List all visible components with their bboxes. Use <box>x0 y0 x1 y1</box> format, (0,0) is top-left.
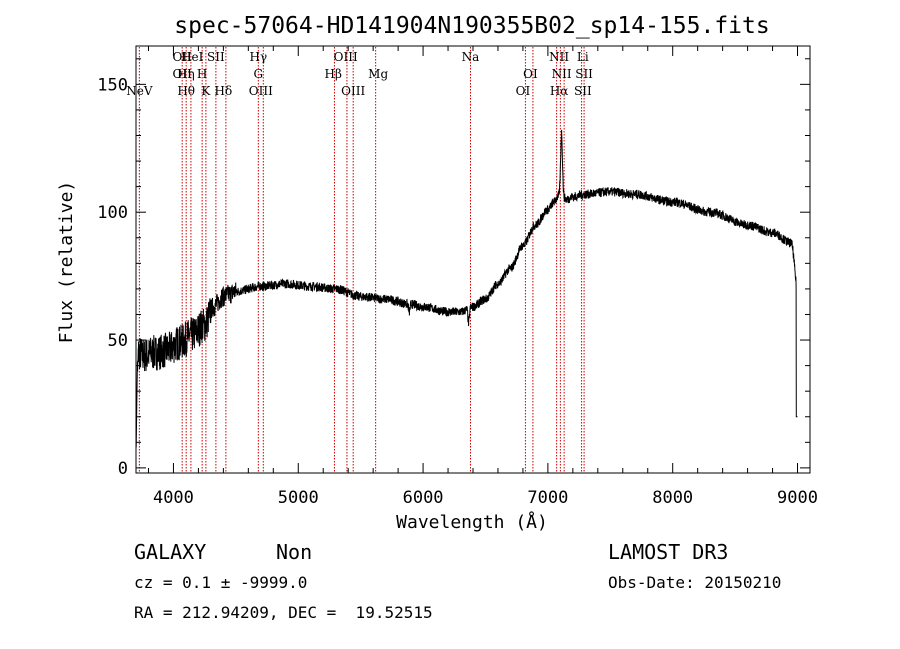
line-label-21: NII <box>552 67 572 81</box>
y-axis-label: Flux (relative) <box>56 181 77 344</box>
redshift-readout: cz = 0.1 ± -9999.0 <box>134 573 308 592</box>
object-subclass: Non <box>276 540 313 564</box>
line-label-19: OI <box>516 84 531 98</box>
line-label-23: Li <box>577 50 589 64</box>
line-label-17: Na <box>462 50 480 64</box>
survey-name: LAMOST DR3 <box>608 540 729 564</box>
line-label-18: OI <box>523 67 538 81</box>
line-label-6: H <box>197 67 207 81</box>
coordinates-readout: RA = 212.94209, DEC = 19.52515 <box>134 603 433 622</box>
line-label-11: G <box>254 67 264 81</box>
line-label-8: SII <box>207 50 225 64</box>
line-label-25: SII <box>574 84 592 98</box>
line-label-14: OIII <box>334 50 358 64</box>
line-marker-labels: NeVOIIOIIHηHθHeIHKSIIHδHγGOIIIHβOIIIOIII… <box>126 50 593 98</box>
y-axis-ticks: 0 50 100 150 <box>97 58 810 479</box>
line-label-10: Hγ <box>249 50 267 64</box>
line-label-13: Hβ <box>325 67 342 81</box>
line-label-1: OII <box>173 50 193 64</box>
line-label-9: Hδ <box>215 84 233 98</box>
y-tick-label-100: 100 <box>97 203 128 223</box>
spectrum-line <box>135 129 798 448</box>
line-label-22: Hα <box>550 84 569 98</box>
line-label-12: OIII <box>249 84 273 98</box>
x-tick-label-4000: 4000 <box>153 488 194 508</box>
plot-frame <box>135 45 811 474</box>
line-markers <box>138 47 585 472</box>
x-tick-label-8000: 8000 <box>652 488 693 508</box>
x-tick-label-5000: 5000 <box>278 488 319 508</box>
y-tick-label-150: 150 <box>97 75 128 95</box>
object-class: GALAXY <box>134 540 207 564</box>
line-label-24: SII <box>575 67 593 81</box>
line-label-20: NII <box>549 50 569 64</box>
line-label-16: Mg <box>368 67 388 81</box>
line-label-0: NeV <box>126 84 153 98</box>
line-label-7: K <box>201 84 211 98</box>
obs-date: Obs-Date: 20150210 <box>608 573 782 592</box>
x-axis-label: Wavelength (Å) <box>396 511 548 533</box>
x-tick-label-6000: 6000 <box>403 488 444 508</box>
line-label-5: HeI <box>181 50 204 64</box>
line-label-4: Hθ <box>177 84 195 98</box>
y-tick-label-0: 0 <box>118 459 128 479</box>
line-label-3: Hη <box>177 67 195 81</box>
chart-title: spec-57064-HD141904N190355B02_sp14-155.f… <box>174 13 769 39</box>
x-tick-label-7000: 7000 <box>527 488 568 508</box>
x-tick-label-9000: 9000 <box>777 488 818 508</box>
y-tick-label-50: 50 <box>108 331 128 351</box>
line-label-15: OIII <box>341 84 365 98</box>
line-label-2: OII <box>173 67 193 81</box>
x-axis-ticks: 4000 5000 6000 7000 8000 9000 <box>147 46 818 508</box>
